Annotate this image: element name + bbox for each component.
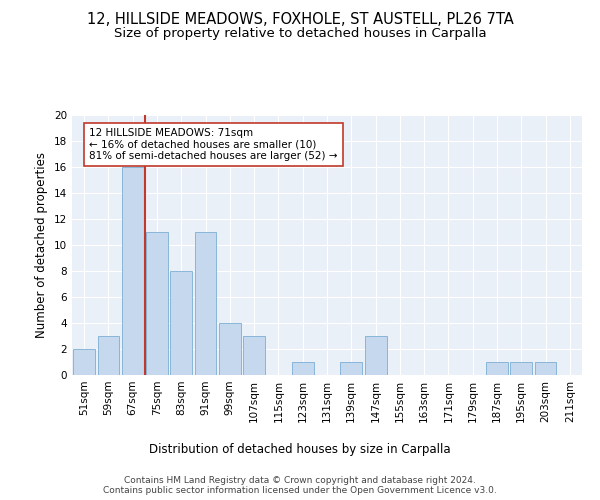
Bar xyxy=(219,323,241,375)
Bar xyxy=(146,232,168,375)
Bar xyxy=(122,167,143,375)
Bar xyxy=(194,232,217,375)
Bar xyxy=(340,362,362,375)
Bar xyxy=(292,362,314,375)
Text: Distribution of detached houses by size in Carpalla: Distribution of detached houses by size … xyxy=(149,442,451,456)
Text: Size of property relative to detached houses in Carpalla: Size of property relative to detached ho… xyxy=(113,28,487,40)
Bar xyxy=(511,362,532,375)
Bar xyxy=(365,336,386,375)
Text: 12, HILLSIDE MEADOWS, FOXHOLE, ST AUSTELL, PL26 7TA: 12, HILLSIDE MEADOWS, FOXHOLE, ST AUSTEL… xyxy=(86,12,514,28)
Bar xyxy=(243,336,265,375)
Bar xyxy=(73,349,95,375)
Y-axis label: Number of detached properties: Number of detached properties xyxy=(35,152,49,338)
Text: 12 HILLSIDE MEADOWS: 71sqm
← 16% of detached houses are smaller (10)
81% of semi: 12 HILLSIDE MEADOWS: 71sqm ← 16% of deta… xyxy=(89,128,337,161)
Bar xyxy=(97,336,119,375)
Bar xyxy=(535,362,556,375)
Bar xyxy=(486,362,508,375)
Bar xyxy=(170,271,192,375)
Text: Contains HM Land Registry data © Crown copyright and database right 2024.
Contai: Contains HM Land Registry data © Crown c… xyxy=(103,476,497,495)
